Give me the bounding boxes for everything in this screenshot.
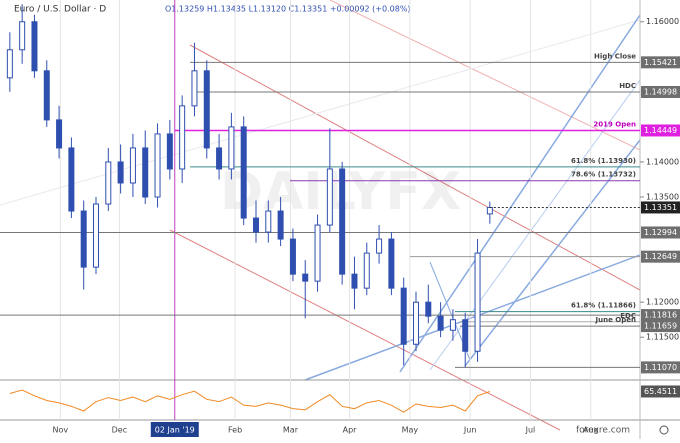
candle-body [43, 70, 50, 121]
price-label-box [641, 361, 680, 374]
x-tick-label: Jul [525, 426, 536, 435]
x-tick-label: Apr [343, 426, 358, 435]
candle-body [93, 203, 99, 268]
y-tick-label: 1.12000 [646, 298, 679, 307]
current-price-label: 1.13351 [644, 203, 677, 212]
candle-body [166, 133, 173, 170]
candle-body [265, 210, 272, 233]
candle-body [277, 210, 284, 240]
x-tick-label: Feb [228, 426, 242, 435]
candle-body [129, 147, 136, 184]
highlight-box [150, 422, 199, 437]
candle-body [216, 147, 223, 170]
rsi-line [9, 389, 491, 413]
price-label: 1.12994 [644, 228, 677, 237]
price-label: 1.11816 [644, 311, 677, 320]
candle-body [388, 238, 395, 289]
candle-body [105, 161, 112, 205]
candle-body [314, 224, 321, 282]
level-text: 61.8% (1.11866) [571, 302, 636, 310]
price-label: 1.14449 [644, 126, 677, 135]
candle-body [253, 217, 259, 233]
price-label-box [641, 309, 680, 322]
y-tick-label: 1.14000 [646, 157, 679, 166]
candle-body [179, 105, 186, 170]
price-label: 1.14998 [644, 87, 677, 96]
price-label: 1.11070 [644, 363, 677, 372]
x-tick-label: Aug [583, 426, 599, 435]
price-label-box [641, 124, 680, 137]
price-label: 1.15421 [644, 58, 677, 67]
price-label: 1.12649 [644, 252, 677, 261]
candle-body [68, 147, 75, 212]
candle-body [437, 315, 444, 331]
candle-body [240, 126, 247, 219]
current-price-box [641, 201, 680, 214]
candle-body [117, 161, 124, 184]
candle-body [376, 238, 383, 254]
price-label-box [641, 85, 680, 98]
level-text: 61.8% (1.13930) [571, 157, 636, 165]
candle-body [486, 206, 493, 215]
candle-body [203, 70, 210, 149]
source: forexre.com [576, 426, 630, 436]
price-label-box [641, 56, 680, 69]
level-text: June Open [595, 316, 636, 324]
candle-body [351, 273, 358, 289]
ohlc-text: O1.13259 H1.13435 L1.13120 C1.13351 +0.0… [165, 5, 411, 14]
candle-body [474, 252, 481, 352]
candle-body [326, 168, 333, 226]
rsi-label-box [641, 385, 680, 398]
candle-body [289, 238, 296, 275]
x-tick-label: Jun [463, 426, 477, 435]
x-tick-label: Mar [283, 426, 299, 435]
x-tick-label: 02 Jan '19 [155, 426, 195, 435]
y-tick-label: 1.13500 [646, 193, 679, 202]
candle-body [19, 21, 26, 51]
candle-body [363, 252, 370, 289]
price-label-box [641, 250, 680, 263]
candle-body [462, 319, 469, 352]
candle-body [413, 301, 419, 345]
candle-body [6, 49, 13, 79]
candle-body [31, 21, 38, 72]
candle-body [339, 168, 346, 275]
candle-body [302, 273, 309, 282]
candle-body [425, 301, 432, 317]
x-tick-label: Dec [112, 426, 127, 435]
price-label: 1.11659 [644, 322, 677, 331]
y-tick-label: 1.11500 [646, 333, 679, 342]
level-text: 2019 Open [593, 120, 636, 128]
level-text: EDC [620, 312, 636, 320]
candle-body [154, 133, 161, 198]
price-label-box [641, 320, 680, 333]
level-text: High Close [594, 52, 636, 60]
price-label-box [641, 226, 680, 239]
candle-body [56, 119, 63, 149]
level-text: 78.6% (1.13732) [571, 171, 636, 179]
candle-body [400, 287, 407, 345]
candle-body [449, 319, 456, 331]
rsi-label: 65.4511 [644, 387, 677, 396]
candle-body [142, 147, 149, 198]
x-tick-label: Nov [52, 426, 68, 435]
level-text: HDC [619, 82, 636, 90]
settings-icon[interactable] [659, 425, 669, 435]
candle-body [228, 126, 235, 170]
candle-body [80, 210, 87, 268]
x-tick-label: May [402, 426, 419, 435]
candle-body [191, 70, 198, 107]
y-tick-label: 1.16000 [646, 17, 679, 26]
